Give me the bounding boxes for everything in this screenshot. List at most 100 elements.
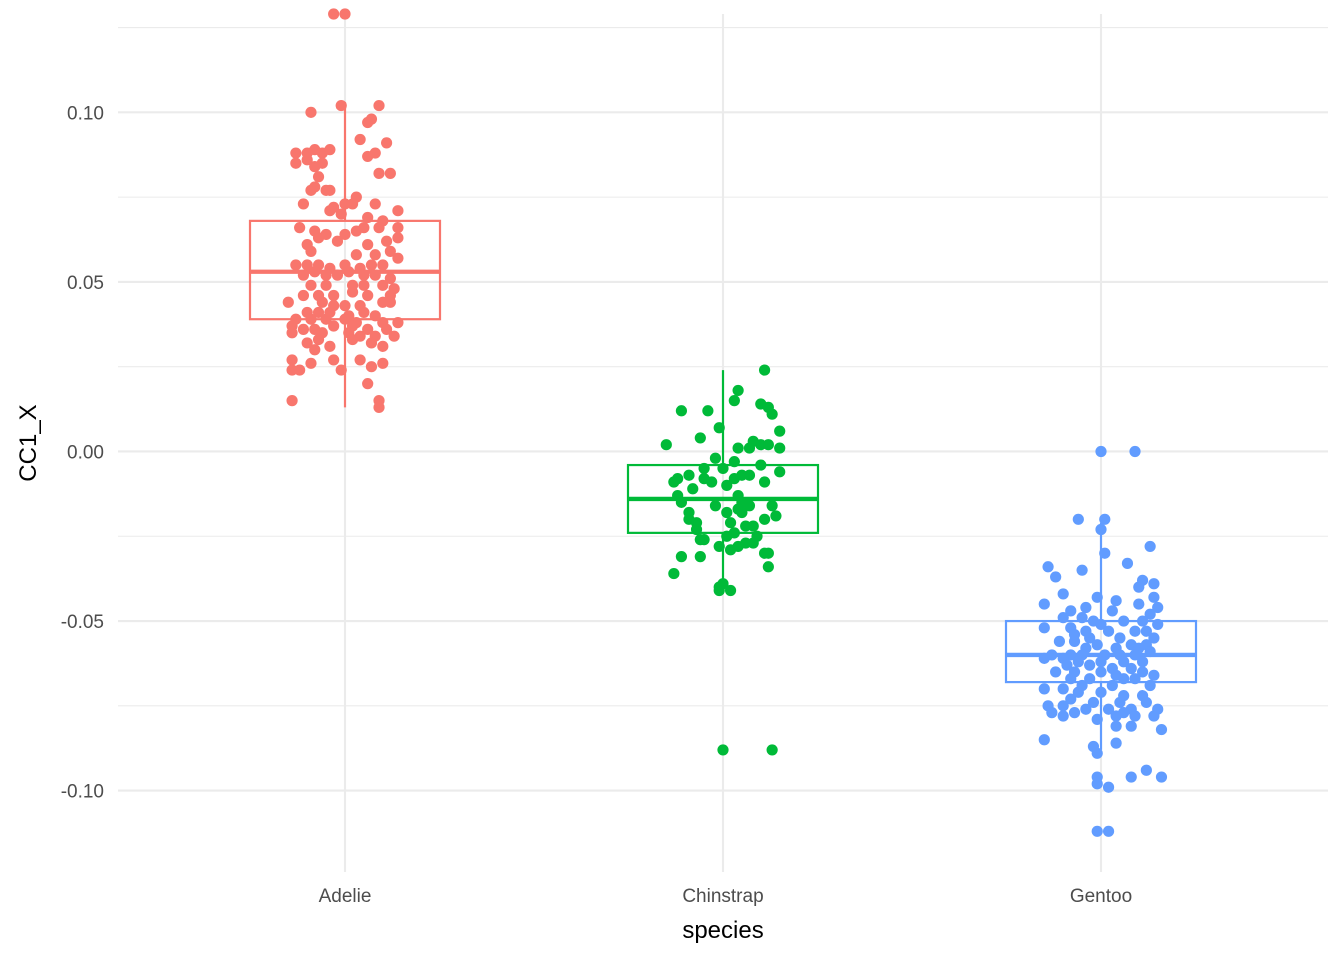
data-point-gentoo xyxy=(1038,622,1050,634)
data-point-gentoo xyxy=(1057,700,1069,712)
x-axis-tick-labels: Adelie Chinstrap Gentoo xyxy=(319,886,1133,907)
data-point-adelie xyxy=(286,327,298,339)
data-point-chinstrap xyxy=(774,442,786,454)
data-point-adelie xyxy=(339,8,351,20)
data-point-gentoo xyxy=(1057,683,1069,695)
data-point-adelie xyxy=(354,133,366,146)
data-point-gentoo xyxy=(1099,547,1111,559)
y-axis-tick-labels: -0.10 -0.05 0.00 0.05 0.10 xyxy=(61,103,104,802)
data-point-chinstrap xyxy=(728,395,740,407)
data-point-gentoo xyxy=(1155,723,1168,736)
data-point-chinstrap xyxy=(732,384,744,397)
data-point-adelie xyxy=(331,235,344,247)
data-point-adelie xyxy=(309,181,321,193)
data-point-chinstrap xyxy=(721,506,733,519)
data-point-adelie xyxy=(328,8,340,20)
data-point-gentoo xyxy=(1072,656,1084,668)
data-point-adelie xyxy=(365,259,378,271)
data-point-adelie xyxy=(320,228,332,241)
data-point-gentoo xyxy=(1091,825,1103,837)
data-point-gentoo xyxy=(1125,720,1137,732)
data-point-adelie xyxy=(358,306,370,319)
data-point-gentoo xyxy=(1084,632,1096,644)
data-point-gentoo xyxy=(1065,673,1077,685)
y-axis-title: CC1_X xyxy=(15,404,42,481)
data-point-chinstrap xyxy=(694,534,706,546)
data-point-gentoo xyxy=(1084,673,1096,685)
data-point-gentoo xyxy=(1133,581,1145,593)
data-point-adelie xyxy=(365,361,378,373)
data-point-adelie xyxy=(358,222,370,234)
data-point-chinstrap xyxy=(774,466,786,478)
data-point-adelie xyxy=(380,323,393,335)
data-point-chinstrap xyxy=(660,439,672,451)
data-point-adelie xyxy=(305,313,317,325)
data-point-adelie xyxy=(380,235,393,247)
data-point-adelie xyxy=(328,354,340,366)
data-point-gentoo xyxy=(1129,649,1141,661)
data-point-adelie xyxy=(297,198,310,210)
data-point-chinstrap xyxy=(724,517,737,529)
data-point-adelie xyxy=(312,333,325,346)
data-point-gentoo xyxy=(1129,710,1141,722)
data-point-adelie xyxy=(343,266,355,278)
data-point-gentoo xyxy=(1057,588,1069,600)
y-tick-label: 0.00 xyxy=(67,442,104,463)
y-tick-label: -0.10 xyxy=(61,782,104,803)
data-point-adelie xyxy=(335,208,347,220)
data-point-adelie xyxy=(312,306,325,319)
data-point-chinstrap xyxy=(675,496,688,508)
data-point-adelie xyxy=(384,167,396,179)
data-point-gentoo xyxy=(1065,693,1077,705)
data-point-adelie xyxy=(320,269,332,281)
data-point-gentoo xyxy=(1114,632,1126,644)
data-point-adelie xyxy=(369,147,381,159)
data-point-gentoo xyxy=(1114,696,1126,709)
data-point-chinstrap xyxy=(755,459,767,471)
data-point-gentoo xyxy=(1068,707,1081,719)
data-point-gentoo xyxy=(1038,652,1050,664)
data-point-chinstrap xyxy=(743,500,756,512)
data-point-chinstrap xyxy=(743,442,756,454)
data-point-adelie xyxy=(286,354,298,366)
data-point-chinstrap xyxy=(743,469,756,481)
data-point-chinstrap xyxy=(766,500,778,512)
data-point-gentoo xyxy=(1061,659,1073,671)
data-point-adelie xyxy=(294,222,306,234)
data-point-gentoo xyxy=(1110,710,1122,722)
data-point-gentoo xyxy=(1050,571,1062,583)
data-point-adelie xyxy=(354,354,366,366)
data-point-adelie xyxy=(331,269,344,281)
data-point-adelie xyxy=(362,378,374,390)
data-point-adelie xyxy=(301,259,313,271)
data-point-gentoo xyxy=(1155,771,1168,783)
data-point-adelie xyxy=(346,333,359,346)
data-point-adelie xyxy=(362,211,374,224)
data-point-adelie xyxy=(294,364,306,376)
data-point-adelie xyxy=(290,147,302,159)
data-point-gentoo xyxy=(1152,601,1164,614)
data-point-adelie xyxy=(324,205,336,217)
data-point-adelie xyxy=(309,344,321,356)
data-point-gentoo xyxy=(1144,645,1156,658)
data-point-adelie xyxy=(286,395,298,407)
x-tick-label: Gentoo xyxy=(1070,886,1132,907)
data-point-gentoo xyxy=(1140,764,1152,776)
data-point-gentoo xyxy=(1072,686,1084,698)
data-point-adelie xyxy=(335,99,347,112)
y-tick-label: 0.10 xyxy=(67,103,104,124)
data-point-adelie xyxy=(309,161,321,173)
data-point-gentoo xyxy=(1129,673,1141,685)
data-point-gentoo xyxy=(1080,703,1092,715)
data-point-adelie xyxy=(377,279,389,291)
data-point-gentoo xyxy=(1087,696,1100,709)
data-point-adelie xyxy=(346,286,359,298)
data-point-chinstrap xyxy=(758,364,771,376)
data-point-adelie xyxy=(392,232,404,244)
data-point-chinstrap xyxy=(694,432,706,444)
data-point-gentoo xyxy=(1091,639,1103,651)
data-point-adelie xyxy=(373,401,385,413)
data-point-adelie xyxy=(290,259,302,271)
data-point-chinstrap xyxy=(736,506,748,519)
